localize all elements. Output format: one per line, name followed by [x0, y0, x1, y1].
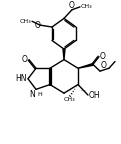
Polygon shape	[78, 64, 93, 68]
Text: OH: OH	[89, 91, 101, 100]
Text: HN: HN	[15, 74, 27, 83]
Polygon shape	[63, 49, 65, 60]
Text: H: H	[38, 92, 42, 97]
Text: O: O	[69, 1, 74, 10]
Text: ···: ···	[80, 88, 86, 93]
Text: CH₃: CH₃	[81, 4, 93, 9]
Text: O: O	[101, 61, 106, 70]
Text: CH₃: CH₃	[63, 97, 75, 102]
Text: CH₃: CH₃	[19, 19, 31, 24]
Text: N: N	[29, 90, 35, 99]
Text: O: O	[34, 21, 40, 30]
Text: O: O	[100, 52, 106, 61]
Text: O: O	[22, 55, 28, 64]
